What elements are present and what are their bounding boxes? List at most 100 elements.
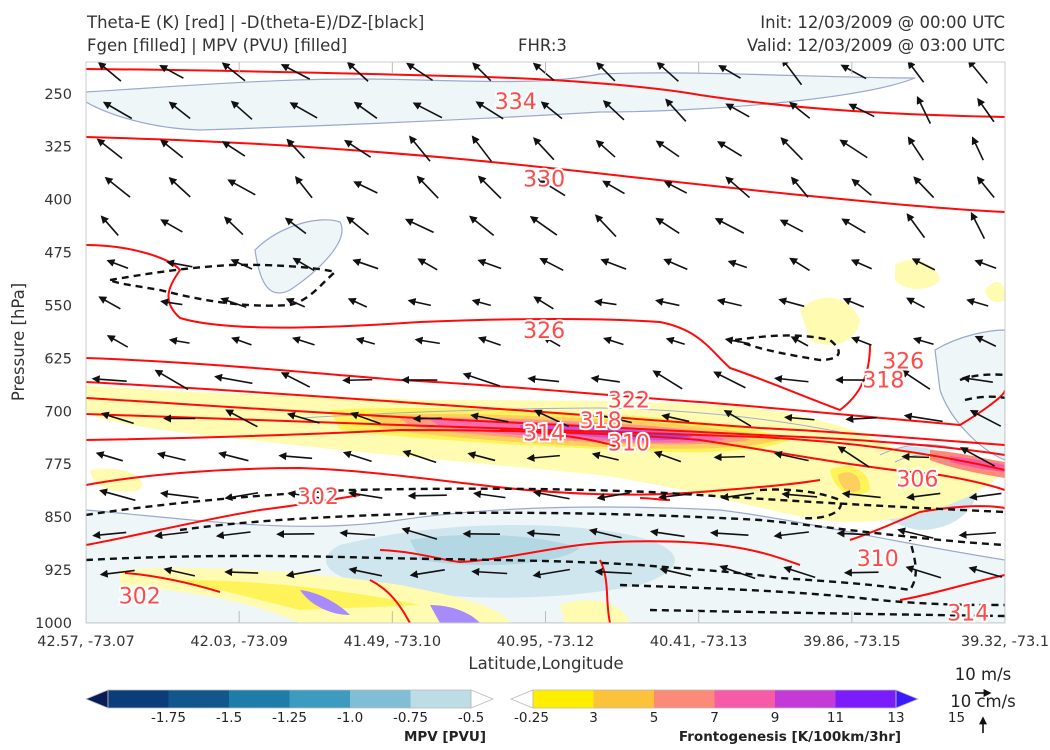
wind-vector bbox=[99, 488, 136, 502]
wind-vector bbox=[959, 447, 996, 467]
wind-vector bbox=[223, 216, 244, 236]
x-axis-label: Latitude,Longitude bbox=[468, 654, 623, 673]
x-tick-label: 40.95, -73.12 bbox=[497, 634, 594, 650]
colorbar-segment bbox=[350, 690, 411, 708]
wind-vector bbox=[656, 62, 679, 82]
wind-vector bbox=[284, 217, 307, 235]
wind-vector bbox=[841, 490, 881, 499]
wind-vector bbox=[412, 414, 442, 423]
wind-vector bbox=[224, 492, 259, 502]
y-tick-label: 475 bbox=[44, 246, 72, 262]
wind-vector bbox=[218, 451, 249, 462]
wind-vector bbox=[407, 491, 447, 500]
wind-vector bbox=[342, 376, 373, 385]
wind-vector bbox=[723, 410, 752, 427]
wind-vector bbox=[655, 297, 680, 307]
wind-vector bbox=[603, 336, 624, 346]
wind-vector bbox=[471, 298, 491, 307]
colorbar-tick-label: -1.75 bbox=[151, 710, 186, 726]
wind-vector bbox=[594, 214, 617, 238]
wind-vector bbox=[154, 531, 189, 540]
wind-vector bbox=[529, 216, 558, 236]
wind-vector bbox=[773, 374, 809, 383]
wind-vector bbox=[779, 219, 804, 233]
wind-vector bbox=[231, 336, 252, 346]
colorbar-segment bbox=[835, 690, 897, 708]
wind-vector bbox=[221, 62, 246, 82]
vector-reference: 10 m/s 10 cm/s bbox=[950, 665, 1016, 733]
wind-vector bbox=[408, 135, 431, 162]
theta-e-contour-label: 302 bbox=[119, 584, 161, 609]
wind-vector bbox=[353, 101, 378, 119]
wind-vector bbox=[594, 411, 632, 424]
wind-vector bbox=[348, 566, 383, 577]
wind-vector bbox=[718, 65, 741, 79]
wind-vector bbox=[471, 135, 492, 162]
wind-vector bbox=[214, 373, 253, 385]
wind-vector bbox=[783, 413, 815, 422]
wind-vector bbox=[837, 446, 870, 468]
wind-vector bbox=[594, 567, 632, 576]
wind-vector bbox=[653, 450, 682, 463]
wind-vector bbox=[913, 176, 935, 199]
wind-vector bbox=[714, 218, 745, 234]
y-tick-label: 700 bbox=[44, 404, 72, 420]
colorbar-tick-label: 5 bbox=[650, 710, 659, 726]
wind-vector bbox=[532, 489, 570, 500]
wind-vector bbox=[780, 137, 804, 161]
wind-vector bbox=[789, 257, 810, 272]
wind-vector bbox=[286, 138, 306, 159]
wind-vector bbox=[526, 453, 560, 462]
wind-vector bbox=[407, 298, 432, 307]
wind-vector bbox=[970, 211, 986, 239]
colorbar-frame bbox=[532, 689, 897, 709]
wind-vector bbox=[221, 141, 246, 157]
wind-vector bbox=[967, 62, 988, 84]
wind-vector bbox=[526, 529, 561, 538]
x-tick-label: 42.03, -73.09 bbox=[190, 634, 287, 650]
wind-vector bbox=[287, 490, 320, 499]
wind-vector bbox=[897, 527, 934, 539]
theta-e-contour-label: 310 bbox=[857, 547, 899, 572]
wind-vector bbox=[719, 564, 756, 580]
colorbar-segment bbox=[775, 690, 836, 708]
wind-vector bbox=[91, 375, 127, 384]
wind-vector bbox=[414, 336, 440, 345]
wind-vector bbox=[713, 453, 745, 462]
valid-time: Valid: 12/03/2009 @ 03:00 UTC bbox=[746, 36, 1005, 55]
wind-vector bbox=[467, 451, 496, 462]
wind-vector bbox=[781, 490, 818, 499]
theta-e-contour-label: 306 bbox=[896, 467, 938, 492]
colorbar-extend-left bbox=[84, 689, 109, 709]
colorbar-tick-label: 15 bbox=[948, 710, 965, 726]
wind-vector bbox=[225, 409, 258, 428]
colorbar-segment bbox=[168, 690, 230, 708]
wind-vector bbox=[416, 175, 439, 199]
wind-vector bbox=[539, 257, 564, 271]
theta-e-contour-label: 314 bbox=[947, 601, 989, 626]
wind-vector bbox=[851, 336, 872, 346]
wind-vector bbox=[291, 336, 315, 346]
plot-frame bbox=[85, 61, 1006, 624]
wind-vector bbox=[475, 101, 504, 120]
x-tick-label: 40.41, -73.13 bbox=[650, 634, 747, 650]
colorbar-tick-label: 3 bbox=[589, 710, 598, 726]
wind-vector bbox=[95, 451, 123, 462]
wind-vector bbox=[352, 258, 379, 270]
wind-vector bbox=[92, 530, 127, 539]
wind-vector bbox=[533, 137, 555, 161]
wind-vector bbox=[602, 180, 625, 195]
wind-vector bbox=[339, 529, 376, 538]
colorbar-segment bbox=[533, 690, 594, 708]
theta-e-contour-label: 334 bbox=[495, 90, 537, 115]
wind-vector bbox=[477, 175, 502, 199]
wind-vector bbox=[224, 568, 259, 577]
wind-vector bbox=[159, 490, 199, 499]
colorbar-segment bbox=[593, 690, 655, 708]
wind-vector bbox=[353, 181, 378, 194]
wind-vector bbox=[848, 103, 875, 118]
wind-vector bbox=[850, 259, 872, 270]
wind-vector bbox=[845, 414, 878, 423]
wind-vector bbox=[724, 336, 750, 345]
wind-vector bbox=[903, 412, 943, 423]
